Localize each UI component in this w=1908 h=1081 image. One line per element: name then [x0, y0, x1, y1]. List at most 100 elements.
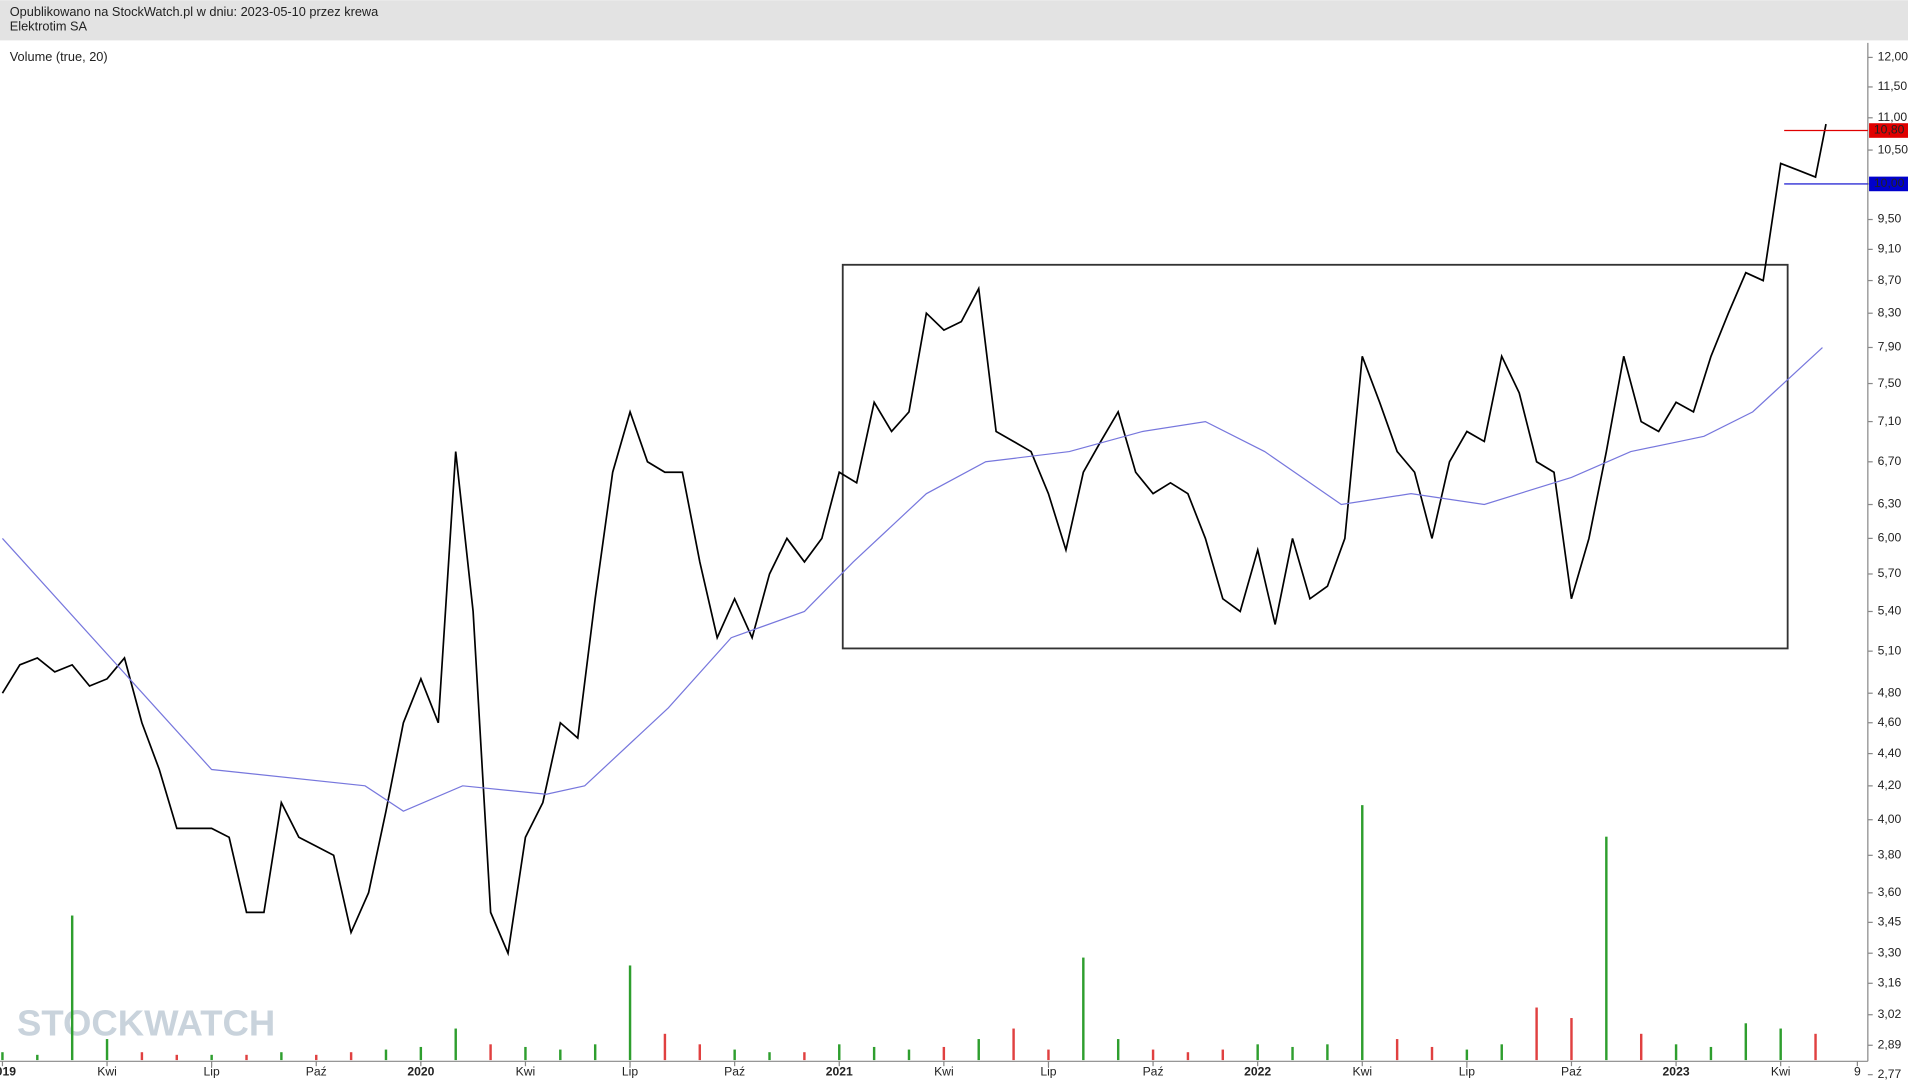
indicator-label: Volume (true, 20): [10, 49, 108, 64]
range-box: [841, 263, 1789, 650]
volume-bar: [1361, 805, 1364, 1061]
publication: Opublikowano na StockWatch.pl w dniu: 20…: [10, 4, 379, 19]
y-tick-label: 5,40: [1878, 604, 1902, 618]
x-tick-label: Lip: [622, 1064, 638, 1078]
volume-bar: [838, 1044, 841, 1061]
y-tick-label: 4,80: [1878, 685, 1902, 699]
x-tick-label: Kwi: [934, 1064, 954, 1078]
volume-bar: [1779, 1028, 1782, 1061]
price-line: [1, 123, 1827, 957]
moving-average: [1, 347, 1823, 812]
x-tick-label: 2019: [0, 1064, 16, 1078]
y-tick-label: 12,00: [1878, 50, 1908, 64]
volume-bar: [803, 1052, 806, 1061]
x-tick-label: 2022: [1244, 1064, 1271, 1078]
y-tick-label: 4,20: [1878, 778, 1902, 792]
x-tick-label: 2021: [826, 1064, 853, 1078]
volume-bar: [907, 1049, 911, 1061]
y-tick-label: 2,77: [1878, 1067, 1902, 1081]
y-tick-label: 7,10: [1878, 414, 1902, 428]
y-tick-label: 3,30: [1878, 945, 1902, 959]
y-tick-label: 11,00: [1878, 110, 1908, 124]
volume-bar: [280, 1052, 283, 1061]
y-tick-label: 5,70: [1878, 566, 1902, 580]
volume-bar: [1570, 1018, 1573, 1061]
y-tick-label: 6,70: [1878, 454, 1902, 468]
x-tick-label: Lip: [204, 1064, 220, 1078]
volume-bar: [140, 1052, 144, 1061]
x-tick-label: Kwi: [1771, 1064, 1791, 1078]
volume-bar: [384, 1049, 388, 1061]
level-tag: [1869, 123, 1908, 138]
volume-bar: [419, 1046, 423, 1061]
volume-bar: [872, 1046, 876, 1061]
y-tick-label: 3,60: [1878, 885, 1902, 899]
y-tick-label: 8,30: [1878, 305, 1902, 319]
volume-bar: [1744, 1023, 1748, 1061]
x-tick-label: 2023: [1663, 1064, 1690, 1078]
y-tick-label: 7,90: [1878, 340, 1902, 354]
volume-bar: [559, 1049, 562, 1061]
volume-bar: [942, 1046, 946, 1061]
header-bar: [0, 0, 1908, 41]
volume-bar: [1639, 1033, 1643, 1061]
y-tick-label: 4,60: [1878, 715, 1902, 729]
level-label: 10,00: [1874, 176, 1905, 190]
x-tick-label: Kwi: [97, 1064, 117, 1078]
watermark: STOCKWATCH: [17, 1003, 275, 1044]
y-tick-label: 4,40: [1878, 746, 1902, 760]
y-tick-label: 5,10: [1878, 643, 1902, 657]
x-tick-label: Kwi: [1352, 1064, 1372, 1078]
volume-bar: [349, 1052, 353, 1061]
volume-bar: [489, 1044, 492, 1061]
y-tick-label: 6,00: [1878, 531, 1902, 545]
x-tick-label: 9: [1854, 1064, 1861, 1078]
volume-bar: [768, 1052, 771, 1061]
volume-bar: [210, 1054, 213, 1061]
x-tick-label: Paź: [306, 1064, 327, 1078]
volume-bar: [454, 1028, 457, 1061]
volume-bar: [628, 965, 632, 1061]
level-tag: [1869, 176, 1908, 192]
volume-bar: [1709, 1046, 1713, 1061]
x-tick-label: Lip: [1459, 1064, 1475, 1078]
volume-bar: [593, 1044, 597, 1061]
y-tick-label: 10,50: [1878, 142, 1908, 156]
y-tick-label: 8,70: [1878, 273, 1902, 287]
volume-bar: [1605, 836, 1608, 1061]
volume-bar: [70, 915, 74, 1061]
volume-bar: [1256, 1044, 1259, 1061]
volume-bar: [315, 1054, 318, 1061]
volume-bar: [175, 1054, 178, 1061]
volume-bar: [1326, 1044, 1329, 1061]
y-tick-label: 3,02: [1878, 1007, 1902, 1021]
volume-bar: [1012, 1028, 1015, 1061]
volume-bar: [698, 1044, 702, 1061]
x-tick-label: Paź: [724, 1064, 745, 1078]
chart-title: Elektrotim SA: [10, 18, 88, 33]
volume-bar: [1186, 1052, 1190, 1061]
volume-bar: [663, 1033, 667, 1061]
volume-bar: [1814, 1033, 1817, 1061]
y-tick-label: 3,80: [1878, 848, 1902, 862]
volume-bar: [1535, 1007, 1538, 1061]
volume-bar: [105, 1039, 109, 1061]
volume-bar: [1221, 1049, 1225, 1061]
y-tick-label: 3,45: [1878, 915, 1902, 929]
x-tick-label: Paź: [1561, 1064, 1582, 1078]
volume-bar: [1395, 1039, 1399, 1061]
x-tick-label: Lip: [1040, 1064, 1056, 1078]
x-tick-label: Paź: [1143, 1064, 1164, 1078]
y-tick-label: 3,16: [1878, 976, 1902, 990]
volume-bar: [1291, 1046, 1294, 1061]
volume-bar: [733, 1049, 736, 1061]
y-tick-label: 11,50: [1878, 79, 1908, 93]
y-tick-label: 6,30: [1878, 497, 1902, 511]
volume-bar: [1500, 1044, 1503, 1061]
y-tick-label: 9,50: [1878, 212, 1902, 226]
volume-bar: [524, 1046, 527, 1061]
volume-bar: [1116, 1039, 1120, 1061]
volume-bar: [1151, 1049, 1155, 1061]
